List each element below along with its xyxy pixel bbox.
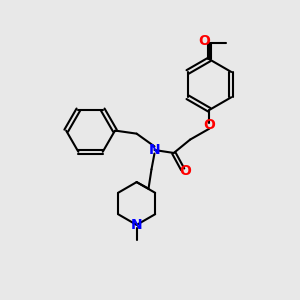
Text: O: O	[179, 164, 191, 178]
Text: N: N	[148, 143, 160, 157]
Text: N: N	[131, 218, 142, 232]
Text: O: O	[198, 34, 210, 48]
Text: O: O	[203, 118, 215, 132]
